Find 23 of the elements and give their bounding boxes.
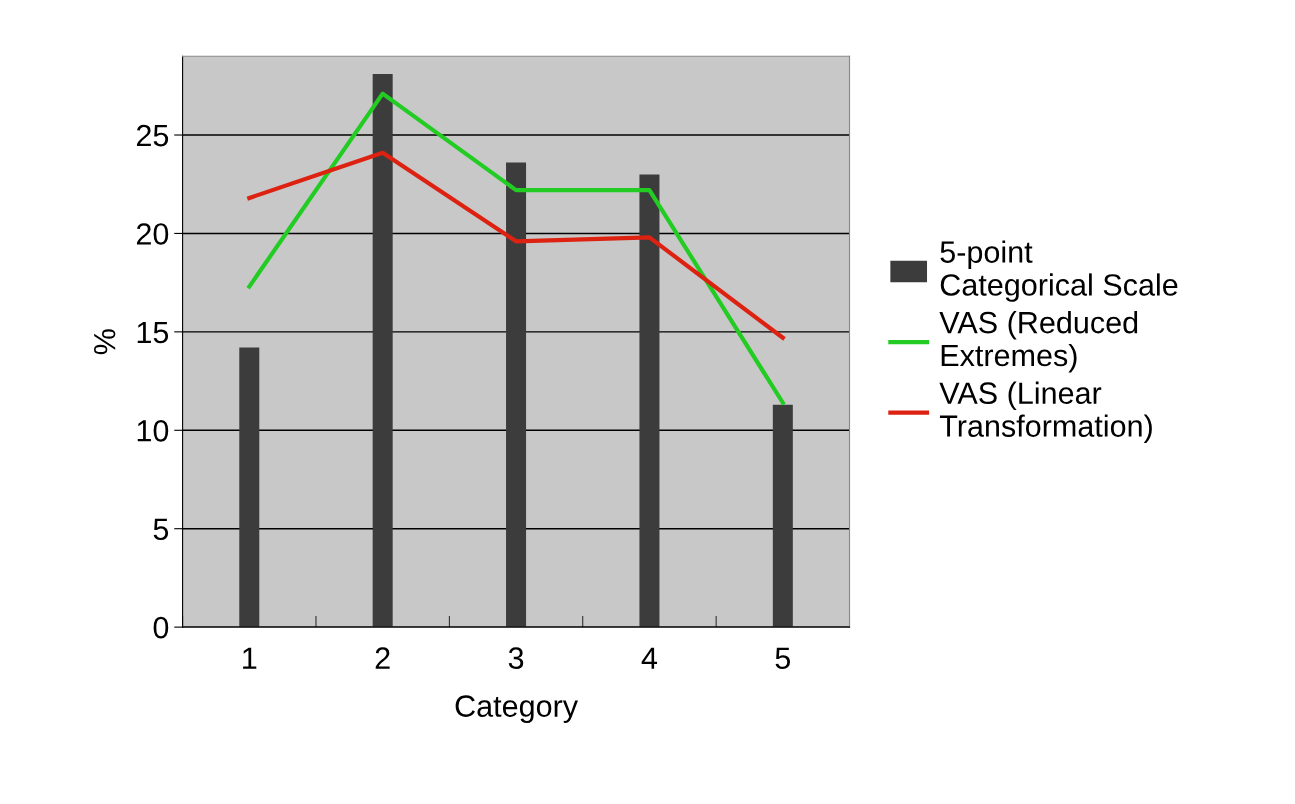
x-tick-label: 5 [775, 647, 791, 670]
bar [772, 404, 793, 628]
bar [639, 174, 660, 628]
legend-label: 5-point Categorical Scale [940, 240, 1178, 302]
line-series [247, 91, 785, 405]
y-axis-title: % [93, 329, 116, 355]
legend-label: VAS (Linear Transformation) [939, 381, 1152, 443]
y-tick-label: 5 [153, 518, 169, 541]
line-series [247, 150, 785, 340]
x-axis-title: Category [455, 695, 578, 723]
bar [506, 162, 527, 628]
x-tick-label: 3 [508, 647, 524, 670]
legend-label: VAS (Reduced Extremes) [939, 311, 1138, 373]
x-tick-label: 2 [375, 647, 390, 669]
y-tick-label: 10 [137, 420, 169, 442]
y-tick-label: 20 [136, 223, 169, 245]
y-tick-label: 0 [153, 616, 169, 639]
bar [239, 347, 260, 628]
x-tick-label: 4 [641, 647, 658, 669]
y-tick-label: 25 [136, 124, 169, 147]
y-tick-label: 15 [137, 321, 169, 344]
x-tick-label: 1 [243, 647, 257, 669]
bar [372, 74, 393, 628]
